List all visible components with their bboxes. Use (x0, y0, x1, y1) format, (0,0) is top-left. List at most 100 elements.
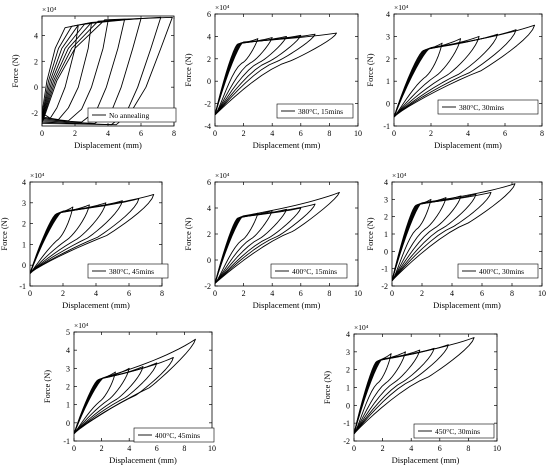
y-tick-label: 1 (346, 384, 350, 393)
x-tick-label: 8 (172, 129, 176, 138)
y-tick-label: 3 (386, 32, 390, 41)
hysteresis-loop-1 (394, 42, 443, 118)
x-tick-label: 10 (538, 289, 546, 298)
hysteresis-loop-2 (354, 351, 406, 435)
legend-label: 400°C, 30mins (479, 267, 524, 276)
y-tick-label: 0 (34, 83, 38, 92)
y-tick-label: 2 (34, 57, 38, 66)
legend: 400°C, 30mins (457, 263, 539, 279)
y-tick-label: -1 (381, 265, 388, 274)
hysteresis-loop-5 (30, 198, 140, 274)
y-tick-label: 1 (384, 230, 388, 239)
hysteresis-loop-6 (354, 337, 475, 435)
x-tick-label: 6 (503, 129, 507, 138)
hysteresis-loop-1 (74, 371, 116, 434)
y-axis-multiplier: ×10⁴ (215, 171, 230, 180)
y-tick-label: -2 (381, 282, 388, 291)
x-tick-label: 0 (390, 289, 394, 298)
x-axis-label: Displacement (mm) (74, 140, 142, 150)
y-axis-multiplier: ×10⁴ (354, 323, 369, 332)
legend: 380°C, 15mins (276, 103, 354, 119)
legend-label: 450°C, 30mins (435, 427, 480, 436)
y-tick-label: 2 (386, 55, 390, 64)
curve-group (354, 337, 475, 435)
y-tick-label: 3 (22, 199, 26, 208)
hysteresis-loop-4 (74, 362, 158, 435)
y-tick-label: 0 (346, 401, 350, 410)
hysteresis-loop-6 (215, 32, 337, 116)
legend-box (87, 107, 177, 123)
y-tick-label: 4 (22, 178, 26, 187)
hysteresis-loop-3 (215, 35, 287, 116)
force-displacement-chart-1: 0 2 4 6 8 -2 0 2 4 ×10⁴ Displacement (mm) Force (N)… (10, 5, 177, 150)
y-tick-label: -1 (383, 122, 390, 131)
y-tick-label: 0 (66, 419, 70, 428)
x-tick-label: 0 (28, 289, 32, 298)
y-axis-multiplier: ×10⁴ (30, 171, 45, 180)
y-tick-label: 2 (207, 230, 211, 239)
x-tick-label: 4 (94, 289, 98, 298)
x-tick-label: 2 (242, 289, 246, 298)
x-tick-label: 2 (381, 444, 385, 453)
legend-label: No annealing (109, 111, 149, 120)
y-axis-multiplier: ×10⁴ (42, 5, 57, 14)
hysteresis-loop-1 (354, 353, 392, 435)
legend-box (133, 427, 215, 443)
curve-group (394, 24, 536, 118)
hysteresis-loop-6 (74, 338, 196, 435)
y-tick-label: 4 (346, 330, 350, 339)
x-axis-label: Displacement (mm) (392, 455, 460, 465)
y-axis-label: Force (N) (322, 371, 332, 404)
hysteresis-loop-4 (30, 200, 123, 274)
hysteresis-loop-5 (394, 29, 517, 118)
curve-group (215, 32, 337, 116)
y-axis-label: Force (N) (183, 217, 193, 250)
force-displacement-chart-6: 0 2 4 6 8 10 -2 -1 0 1 2 3 4 ×10⁴ Displacement (mm) For… (366, 171, 546, 310)
y-tick-label: 1 (22, 240, 26, 249)
hysteresis-loop-2 (215, 210, 273, 284)
x-tick-label: 6 (299, 129, 303, 138)
y-tick-label: -2 (31, 109, 38, 118)
x-tick-label: 2 (420, 289, 424, 298)
y-axis-label: Force (N) (183, 53, 193, 86)
plot-frame (214, 13, 359, 127)
hysteresis-loop-3 (42, 20, 109, 122)
y-axis-label: Force (N) (366, 217, 375, 250)
legend-box (457, 263, 539, 279)
hysteresis-loop-2 (42, 22, 92, 120)
y-tick-label: 3 (66, 364, 70, 373)
hysteresis-loop-4 (215, 34, 302, 116)
x-tick-label: 0 (213, 289, 217, 298)
legend-box (270, 263, 348, 279)
y-tick-label: 4 (207, 204, 211, 213)
x-tick-label: 6 (155, 444, 159, 453)
y-tick-label: 3 (346, 348, 350, 357)
hysteresis-loop-3 (354, 349, 421, 435)
x-tick-label: 2 (242, 129, 246, 138)
y-tick-label: 4 (386, 10, 390, 19)
x-tick-label: 8 (327, 289, 331, 298)
x-tick-label: 6 (127, 289, 131, 298)
curve-group (30, 194, 155, 274)
legend: 450°C, 30mins (413, 423, 495, 439)
y-tick-label: 6 (207, 10, 211, 19)
y-tick-label: 0 (207, 256, 211, 265)
hysteresis-loop-4 (215, 207, 302, 284)
x-tick-label: 8 (540, 129, 544, 138)
y-tick-label: 5 (66, 328, 70, 337)
y-tick-label: 0 (207, 77, 211, 86)
x-tick-label: 6 (139, 129, 143, 138)
x-tick-label: 10 (493, 444, 501, 453)
x-tick-label: 2 (73, 129, 77, 138)
hysteresis-loop-5 (215, 203, 316, 284)
hysteresis-loop-6 (30, 194, 155, 274)
hysteresis-loop-5 (392, 191, 492, 282)
hysteresis-loop-1 (215, 38, 259, 116)
hysteresis-loop-4 (392, 193, 477, 282)
legend-label: 400°C, 45mins (155, 431, 200, 440)
x-tick-label: 8 (510, 289, 514, 298)
y-tick-label: -2 (204, 282, 211, 291)
